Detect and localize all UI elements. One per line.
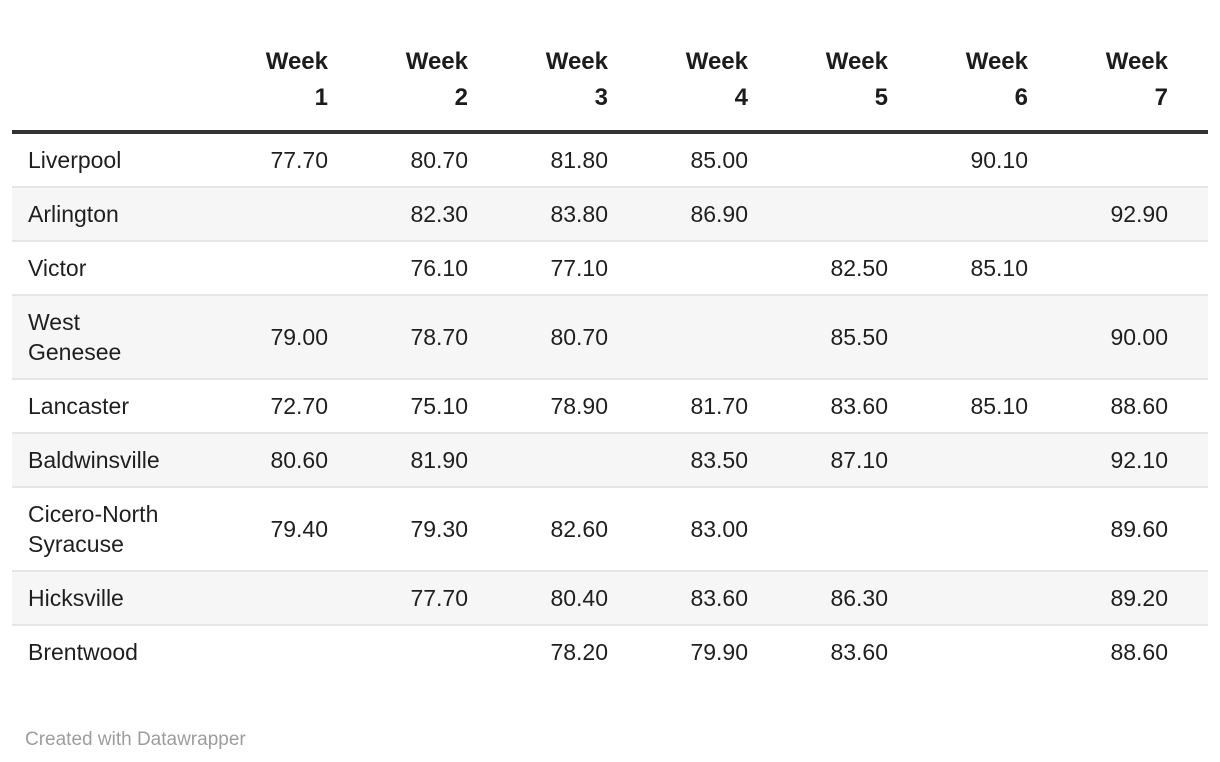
column-header-week-3: Week 3 [508, 14, 648, 134]
column-header-week-6: Week 6 [928, 14, 1068, 134]
column-header-week-5: Week 5 [788, 14, 928, 134]
value-cell: 79.30 [368, 486, 508, 571]
row-header: West Genesee [12, 294, 228, 379]
row-header: Cicero-North Syracuse [12, 486, 228, 571]
value-cell: 83.80 [508, 186, 648, 241]
value-cell [928, 186, 1068, 241]
value-cell: 92.10 [1068, 432, 1208, 487]
value-cell [928, 570, 1068, 625]
value-cell [648, 240, 788, 295]
table-row-west-genesee: West Genesee 79.00 78.70 80.70 85.50 90.… [12, 294, 1208, 379]
value-cell: 90.00 [1068, 294, 1208, 379]
value-cell [788, 186, 928, 241]
value-cell: 90.10 [970, 147, 1028, 173]
table-row-hicksville: Hicksville 77.70 80.40 83.60 86.30 89.20 [12, 570, 1208, 625]
table-row-victor: Victor 76.10 77.10 82.50 85.10 [12, 240, 1208, 295]
value-cell: 85.10 [928, 378, 1068, 433]
table-row-baldwinsville: Baldwinsville 80.60 81.90 83.50 87.10 92… [12, 432, 1208, 487]
value-cell: 83.60 [788, 378, 928, 433]
table-row-liverpool: Liverpool 77.70 80.70 81.80 85.00 90.10 [12, 132, 1208, 187]
value-cell [648, 294, 788, 379]
value-cell: 83.00 [648, 486, 788, 571]
value-cell [1068, 132, 1208, 187]
table-row-lancaster: Lancaster 72.70 75.10 78.90 81.70 83.60 … [12, 378, 1208, 433]
value-cell: 81.90 [368, 432, 508, 487]
column-header-week-1: Week 1 [228, 14, 368, 134]
table-body: Liverpool 77.70 80.70 81.80 85.00 90.10 … [12, 132, 1208, 678]
value-cell: 89.60 [1068, 486, 1208, 571]
table-row-brentwood: Brentwood 78.20 79.90 83.60 88.60 [12, 624, 1208, 678]
value-cell: 77.70 [368, 570, 508, 625]
value-cell: 72.70 [228, 378, 368, 433]
value-cell: 86.90 [648, 186, 788, 241]
value-cell: 80.70 [410, 147, 468, 173]
value-cell: 87.10 [788, 432, 928, 487]
value-cell: 86.30 [788, 570, 928, 625]
data-table-container: Week 1 Week 2 Week 3 Week 4 Week 5 Week … [12, 14, 1208, 678]
value-cell: 85.00 [690, 147, 748, 173]
value-cell [928, 294, 1068, 379]
value-cell [228, 240, 368, 295]
value-cell: 83.60 [788, 624, 928, 678]
header-row: Week 1 Week 2 Week 3 Week 4 Week 5 Week … [12, 14, 1208, 134]
datawrapper-credit: Created with Datawrapper [25, 729, 246, 750]
value-cell: 89.20 [1068, 570, 1208, 625]
corner-cell [12, 14, 228, 134]
value-cell: 79.40 [228, 486, 368, 571]
value-cell: 82.30 [368, 186, 508, 241]
value-cell [928, 486, 1068, 571]
value-cell: 80.40 [508, 570, 648, 625]
value-cell [1068, 240, 1208, 295]
value-cell [228, 570, 368, 625]
row-header: Hicksville [12, 570, 228, 625]
value-cell [788, 132, 928, 187]
value-cell: 80.70 [508, 294, 648, 379]
value-cell [508, 432, 648, 487]
value-cell [928, 432, 1068, 487]
value-cell: 85.10 [928, 240, 1068, 295]
value-cell: 80.60 [228, 432, 368, 487]
row-header: Liverpool [28, 147, 122, 173]
column-header-week-2: Week 2 [368, 14, 508, 134]
row-header: Victor [12, 240, 228, 295]
row-header: Arlington [12, 186, 228, 241]
value-cell: 82.60 [508, 486, 648, 571]
value-cell: 76.10 [368, 240, 508, 295]
column-header-week-7: Week 7 [1068, 14, 1208, 134]
value-cell: 81.70 [648, 378, 788, 433]
value-cell: 78.90 [508, 378, 648, 433]
value-cell [228, 186, 368, 241]
value-cell: 92.90 [1068, 186, 1208, 241]
value-cell [368, 624, 508, 678]
value-cell: 88.60 [1068, 624, 1208, 678]
value-cell [228, 624, 368, 678]
value-cell [788, 486, 928, 571]
row-header: Baldwinsville [12, 432, 228, 487]
value-cell: 81.80 [550, 147, 608, 173]
value-cell: 83.50 [648, 432, 788, 487]
table-row-arlington: Arlington 82.30 83.80 86.90 92.90 [12, 186, 1208, 241]
value-cell: 88.60 [1068, 378, 1208, 433]
value-cell: 83.60 [648, 570, 788, 625]
value-cell: 75.10 [368, 378, 508, 433]
value-cell: 77.10 [508, 240, 648, 295]
value-cell: 82.50 [788, 240, 928, 295]
row-header: Brentwood [12, 624, 228, 678]
value-cell [928, 624, 1068, 678]
row-header: Lancaster [12, 378, 228, 433]
value-cell: 77.70 [270, 147, 328, 173]
column-header-week-4: Week 4 [648, 14, 788, 134]
value-cell: 78.20 [508, 624, 648, 678]
value-cell: 85.50 [788, 294, 928, 379]
value-cell: 79.00 [228, 294, 368, 379]
data-table: Week 1 Week 2 Week 3 Week 4 Week 5 Week … [12, 14, 1208, 678]
value-cell: 79.90 [648, 624, 788, 678]
value-cell: 78.70 [368, 294, 508, 379]
table-header: Week 1 Week 2 Week 3 Week 4 Week 5 Week … [12, 14, 1208, 134]
table-row-cicero-north-syracuse: Cicero-North Syracuse 79.40 79.30 82.60 … [12, 486, 1208, 571]
